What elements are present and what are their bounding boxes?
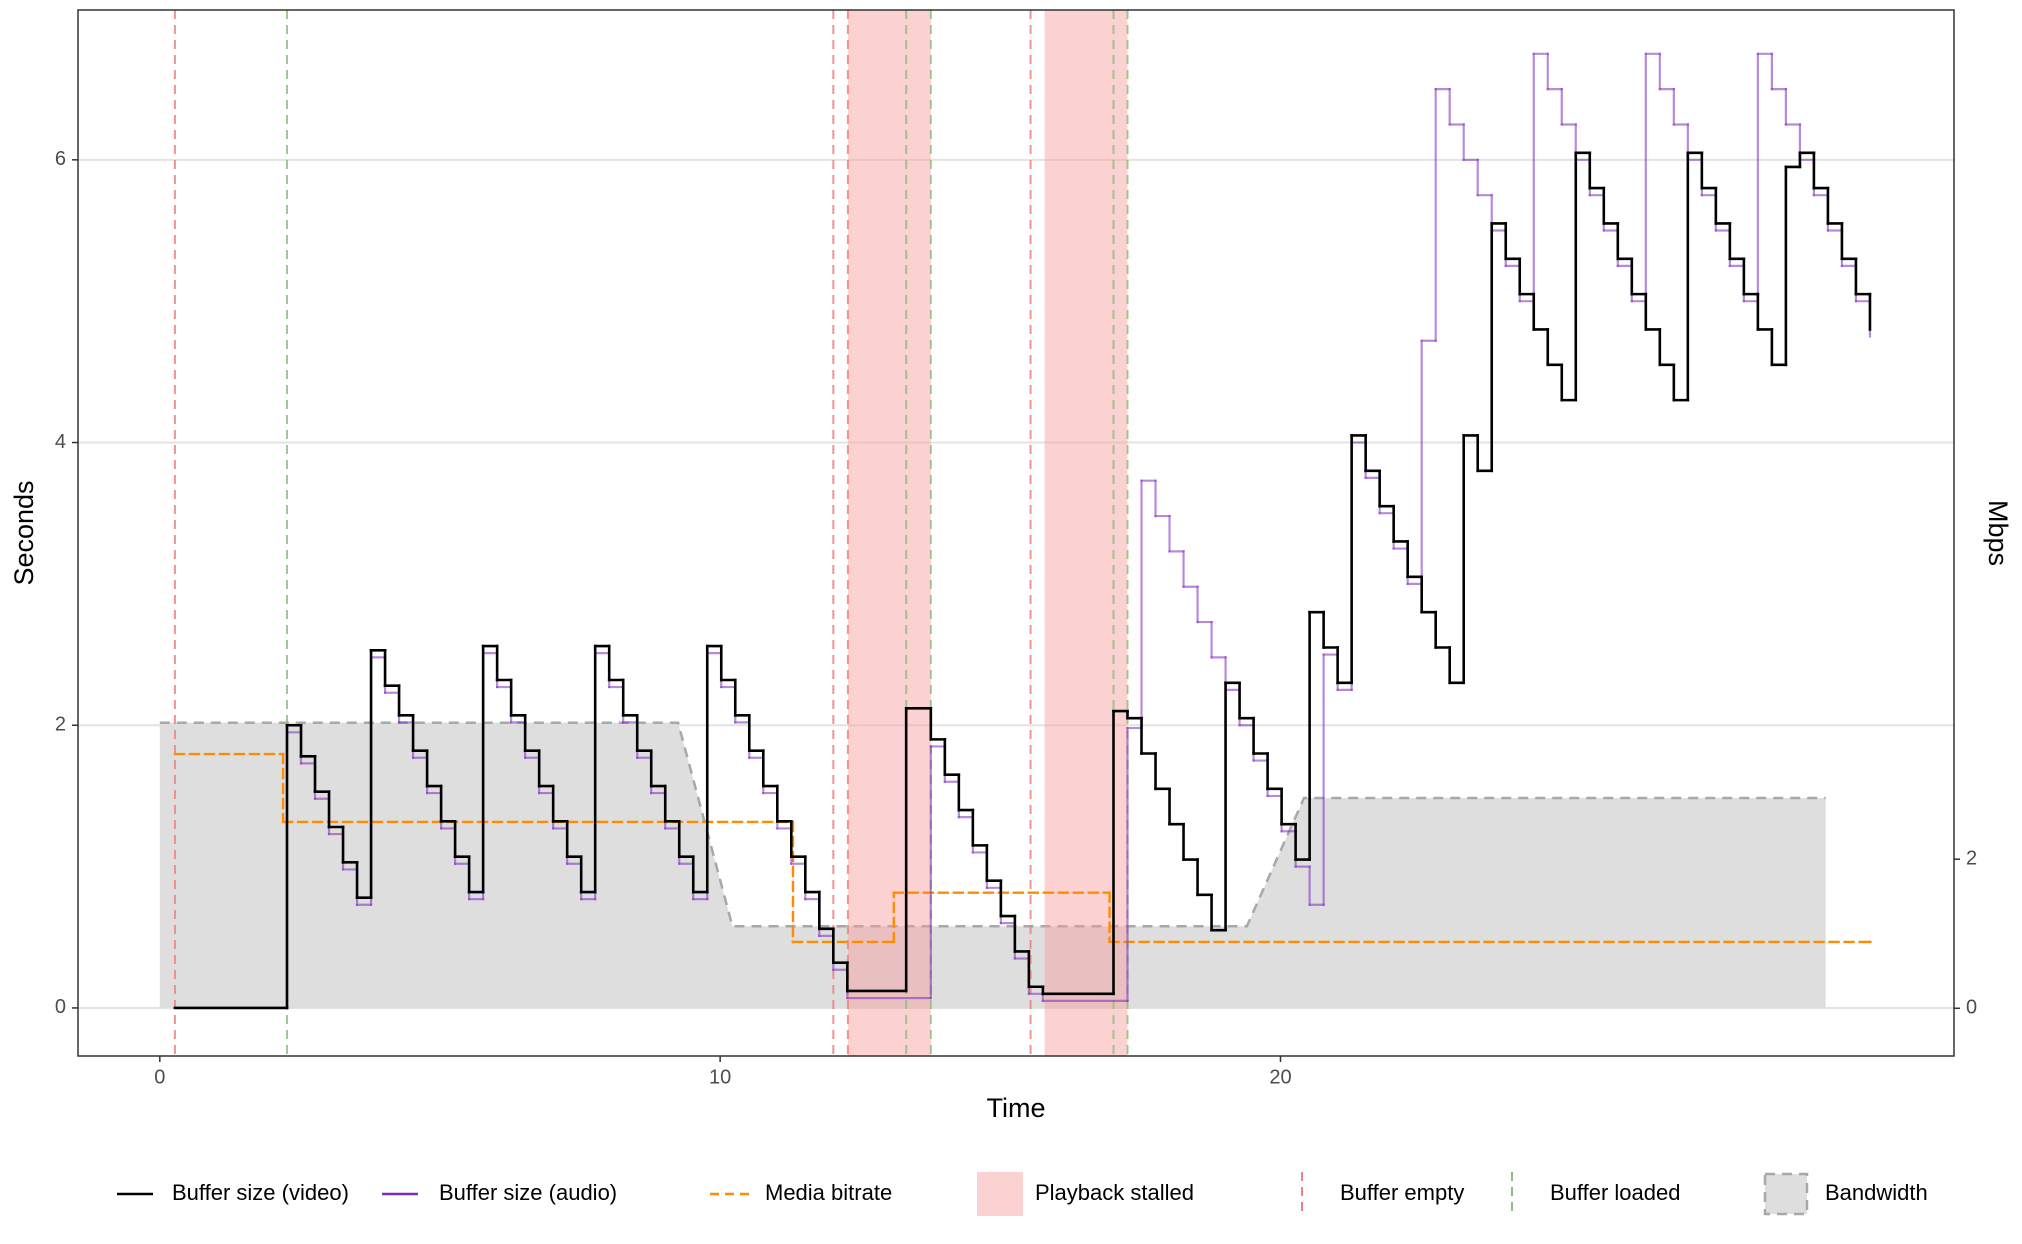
- x-tick-label: 20: [1269, 1066, 1291, 1088]
- legend-item: Media bitrate: [710, 1180, 892, 1205]
- x-tick-label: 10: [709, 1066, 731, 1088]
- y2-tick-label: 0: [1966, 997, 1977, 1019]
- legend-item: Buffer size (video): [117, 1180, 349, 1205]
- y2-axis-title: Mbps: [1983, 500, 2013, 566]
- panel-border: [77, 9, 1955, 1057]
- y2-tick-label: 2: [1966, 847, 1977, 869]
- legend-label: Playback stalled: [1035, 1180, 1194, 1205]
- plot-area: [78, 10, 1954, 1056]
- stall-span: [1044, 10, 1128, 1056]
- legend-item: Playback stalled: [977, 1172, 1194, 1216]
- legend-label: Buffer empty: [1340, 1180, 1464, 1205]
- stall-span: [847, 10, 931, 1056]
- y-tick-label: 4: [55, 431, 66, 453]
- y-tick-label: 2: [55, 714, 66, 736]
- bandwidth-outline: [159, 721, 1826, 928]
- legend-label: Buffer loaded: [1550, 1180, 1680, 1205]
- y-tick-label: 6: [55, 148, 66, 170]
- legend-item: Buffer loaded: [1511, 1172, 1680, 1216]
- x-tick-label: 0: [154, 1066, 165, 1088]
- legend-label: Media bitrate: [765, 1180, 892, 1205]
- layer-area: [159, 721, 1826, 1009]
- legend-item: Bandwidth: [1763, 1172, 1928, 1216]
- legend-label: Buffer size (audio): [439, 1180, 617, 1205]
- legend-item: Buffer empty: [1301, 1172, 1464, 1216]
- legend-label: Buffer size (video): [172, 1180, 349, 1205]
- y-axis-title: Seconds: [9, 480, 39, 585]
- legend-key: [977, 1172, 1023, 1216]
- layer-step: [173, 52, 1872, 1010]
- x-axis-title: Time: [987, 1093, 1046, 1123]
- legend-item: Buffer size (audio): [382, 1180, 617, 1205]
- y-tick-label: 0: [55, 996, 66, 1018]
- bandwidth-area: [159, 722, 1826, 1009]
- legend-label: Bandwidth: [1825, 1180, 1928, 1205]
- legend-key: [1763, 1172, 1809, 1216]
